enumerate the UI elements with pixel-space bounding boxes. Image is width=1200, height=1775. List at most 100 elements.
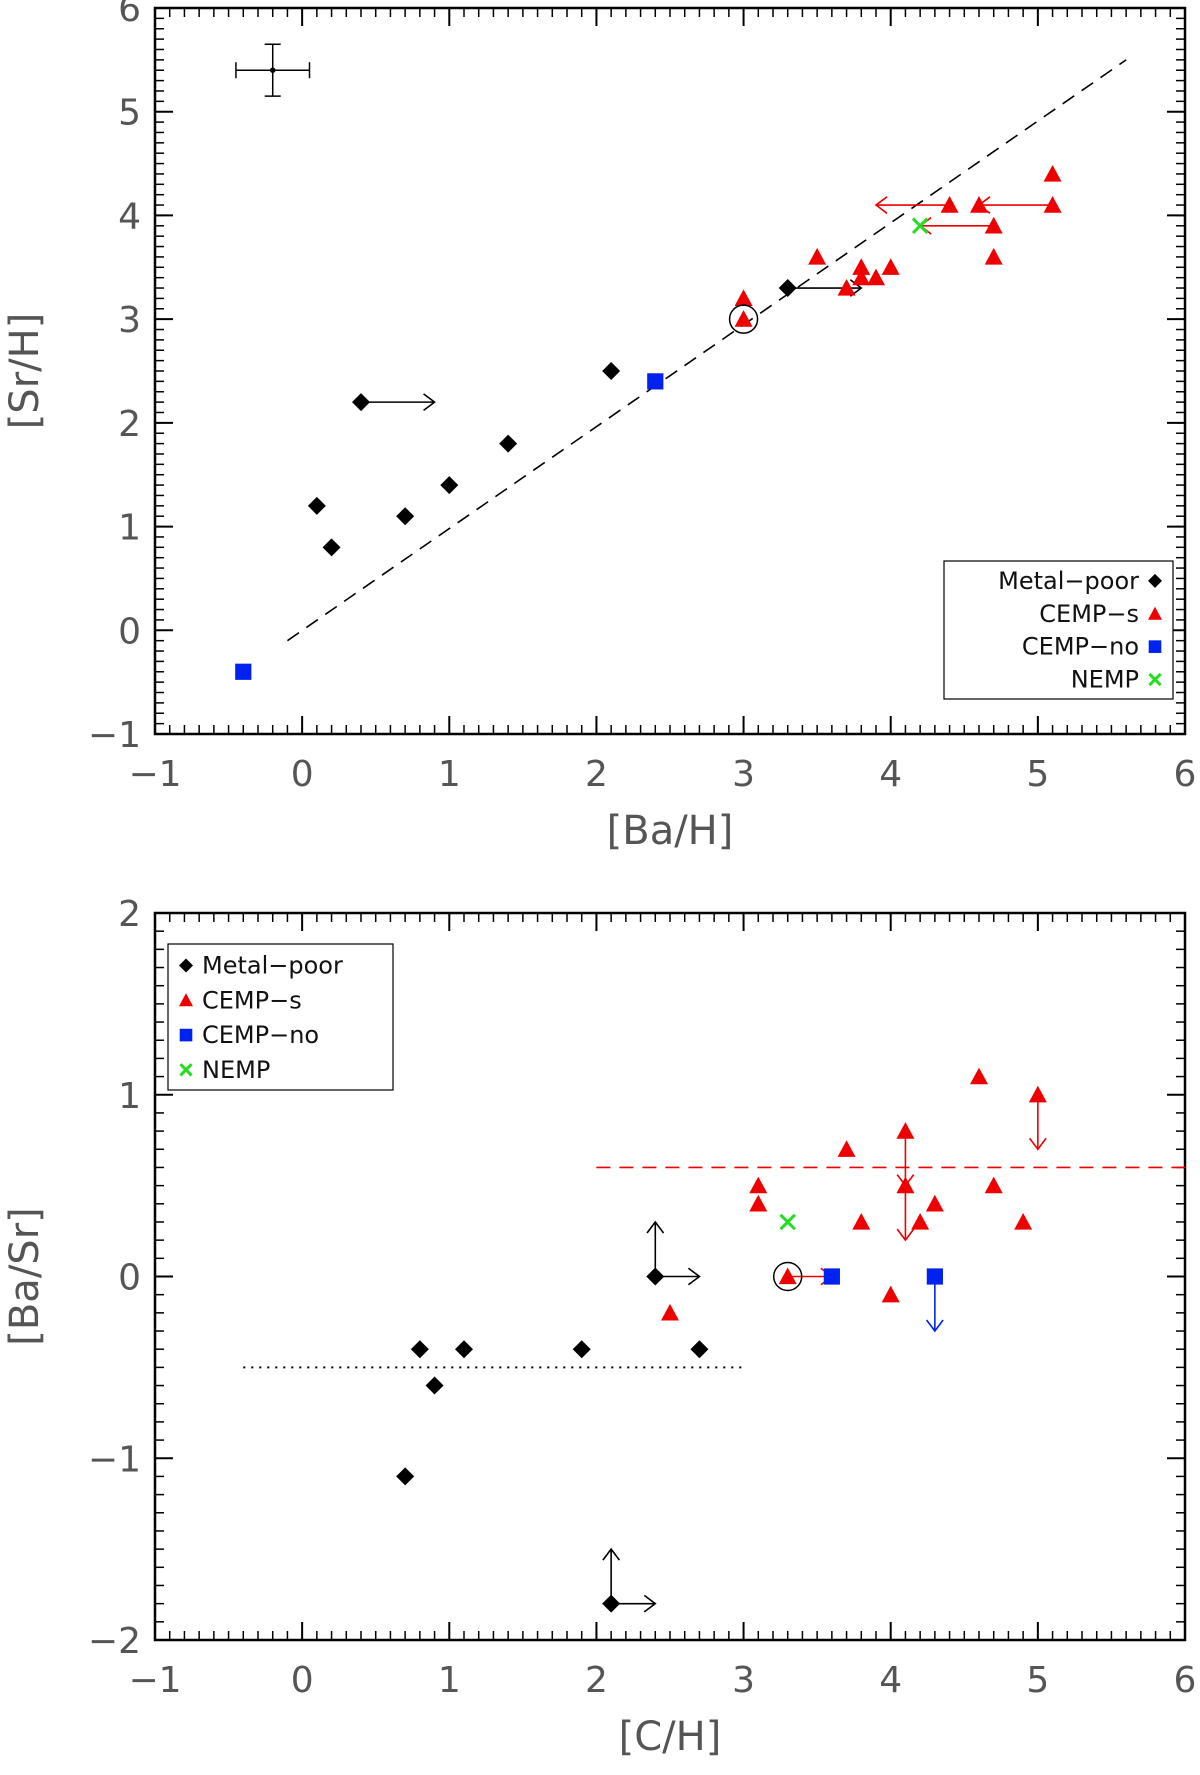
y-tick-label: −1: [88, 1439, 141, 1480]
limit-arrow-head: [925, 1319, 944, 1333]
limit-arrow-head: [423, 393, 436, 412]
legend-label-nemp: NEMP: [202, 1056, 270, 1084]
legend-marker-nemp: [179, 1063, 193, 1077]
limit-arrow-head: [646, 1220, 665, 1234]
y-tick-label: −1: [88, 715, 141, 756]
limit-arrow-head: [896, 1228, 915, 1242]
y-axis-title: [Sr/H]: [2, 313, 48, 430]
cemp_s-point: [940, 196, 959, 213]
cemp_s-point: [881, 258, 900, 275]
x-tick-label: 0: [291, 1660, 314, 1701]
plot-frame: [153, 6, 1187, 736]
legend: Metal−poor CEMP−s CEMP−no NEMP: [167, 943, 394, 1091]
metal_poor-point: [307, 496, 326, 515]
legend: Metal−poor CEMP−s CEMP−no NEMP: [943, 560, 1174, 700]
limit-arrow-down: [896, 1185, 915, 1242]
x-tick-label: 1: [438, 1660, 461, 1701]
legend-marker-cemp_s: [179, 993, 193, 1007]
metal_poor-point: [690, 1340, 709, 1359]
cemp_s-point: [925, 1194, 944, 1212]
cemp_s-point: [749, 1176, 768, 1194]
legend-label-cemp_no: CEMP−no: [202, 1021, 319, 1049]
y-tick-label: −2: [88, 1621, 141, 1662]
legend-label-cemp_no: CEMP−no: [1022, 633, 1139, 661]
cemp_s-point: [808, 247, 827, 265]
x-tick-label: 5: [1026, 754, 1049, 795]
circled-point-marker: [728, 304, 759, 334]
limit-arrow-down: [1028, 1094, 1047, 1151]
cemp_no-point: [823, 1268, 840, 1285]
cemp_s-point: [837, 1140, 856, 1157]
y-tick-label: 5: [118, 93, 141, 134]
y-axis-title: [Ba/Sr]: [2, 1207, 48, 1345]
error-bar-center: [269, 67, 276, 73]
cemp_s-point: [734, 310, 753, 327]
metal_poor-point: [425, 1376, 444, 1395]
legend-label-nemp: NEMP: [1071, 666, 1139, 694]
nemp-x-stroke: [179, 1063, 193, 1077]
metal_poor-point: [410, 1340, 429, 1359]
legend-marker-cemp_no: [179, 1028, 193, 1042]
cemp_s-point: [778, 1267, 797, 1285]
cemp_s-point: [1014, 1212, 1033, 1230]
cemp_no-point: [235, 663, 252, 680]
y-tick-label: 2: [118, 404, 141, 445]
y-tick-label: 4: [118, 196, 141, 237]
cemp_s-point: [1043, 164, 1062, 182]
x-tick-label: 0: [291, 754, 314, 795]
cemp_s-point: [749, 1194, 768, 1212]
y-tick-label: 2: [118, 894, 141, 935]
nemp-x-stroke: [911, 217, 929, 235]
x-tick-label: −1: [128, 1660, 181, 1701]
cemp_s-point: [911, 1212, 930, 1230]
x-tick-label: 6: [1174, 1660, 1197, 1701]
legend-box: [943, 560, 1174, 700]
legend-marker-metal_poor: [1148, 573, 1162, 588]
y-tick-label: 0: [118, 1258, 141, 1299]
limit-arrow-head: [687, 1267, 701, 1286]
x-axis-title: [Ba/H]: [607, 808, 734, 854]
cemp_s-point: [661, 1303, 679, 1321]
x-tick-label: 4: [879, 1660, 902, 1701]
series-cemp_s: [734, 164, 1062, 327]
legend-marker-nemp: [1148, 672, 1162, 687]
metal_poor-point: [646, 1267, 665, 1286]
metal_poor-point: [602, 1594, 621, 1613]
cemp_s-point: [1043, 196, 1062, 213]
metal_poor-point: [440, 476, 459, 495]
plot-frame: [153, 911, 1187, 1642]
legend-label-cemp_s: CEMP−s: [202, 986, 302, 1014]
limit-arrow-head: [602, 1547, 621, 1561]
limit-arrow-left: [918, 216, 994, 235]
metal_poor-point: [572, 1340, 591, 1359]
x-tick-label: 6: [1174, 754, 1197, 795]
x-tick-label: 2: [585, 754, 608, 795]
series-cemp_no: [823, 1268, 943, 1285]
bottom-panel-ba-sr-vs-c: −1 0 1 2 3 4 5 6−2−1012[C/H][Ba/Sr]Metal−poorCE…: [2, 894, 1196, 1760]
limit-arrow-up: [602, 1547, 621, 1604]
x-tick-label: −1: [128, 754, 181, 795]
dashed-reference-line: [286, 59, 1127, 642]
cemp_s-point: [970, 1067, 988, 1085]
limit-arrow-head: [643, 1594, 657, 1613]
cemp_s-point: [970, 196, 988, 213]
series-cemp_no: [235, 373, 664, 680]
series-metal_poor: [396, 1267, 709, 1613]
cemp_s-point: [984, 216, 1003, 234]
cemp_s-point: [1028, 1085, 1047, 1103]
legend-marker-cemp_no: [1148, 640, 1162, 653]
error-bar: [235, 43, 311, 97]
limit-arrow-head: [874, 196, 888, 214]
metal_poor-point: [352, 393, 370, 412]
cemp_s-point: [852, 1212, 871, 1230]
limit-arrow-up: [646, 1220, 665, 1277]
legend-box: [167, 943, 394, 1091]
cemp_s-point: [867, 268, 885, 286]
nemp-point: [779, 1213, 796, 1231]
series-metal_poor: [307, 279, 797, 557]
metal_poor-point: [499, 434, 518, 453]
circled-point-marker: [772, 1261, 803, 1292]
nemp-x-stroke: [779, 1213, 796, 1231]
metal_poor-point: [602, 362, 621, 380]
